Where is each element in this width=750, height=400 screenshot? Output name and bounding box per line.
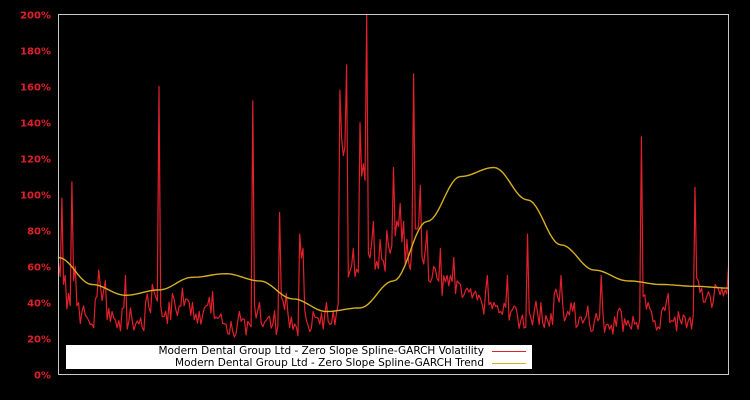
y-tick-label: 20% bbox=[27, 335, 51, 346]
y-tick-label: 200% bbox=[20, 11, 51, 22]
y-tick-label: 100% bbox=[20, 191, 51, 202]
plot-frame bbox=[58, 14, 729, 375]
legend-label-volatility: Modern Dental Group Ltd - Zero Slope Spl… bbox=[158, 345, 484, 357]
legend-swatch-volatility bbox=[492, 350, 526, 352]
volatility-line bbox=[57, 13, 730, 338]
y-tick-label: 160% bbox=[20, 83, 51, 94]
legend-item-trend: Modern Dental Group Ltd - Zero Slope Spl… bbox=[175, 357, 526, 369]
legend-item-volatility: Modern Dental Group Ltd - Zero Slope Spl… bbox=[158, 345, 526, 357]
legend-swatch-trend bbox=[492, 362, 526, 364]
plot-area bbox=[57, 13, 730, 338]
y-tick-label: 180% bbox=[20, 47, 51, 58]
legend-label-trend: Modern Dental Group Ltd - Zero Slope Spl… bbox=[175, 357, 484, 369]
chart-legend: Modern Dental Group Ltd - Zero Slope Spl… bbox=[66, 345, 532, 369]
y-tick-label: 60% bbox=[27, 263, 51, 274]
y-tick-label: 80% bbox=[27, 227, 51, 238]
y-tick-label: 0% bbox=[34, 371, 51, 382]
trend-line bbox=[58, 166, 729, 313]
y-tick-label: 120% bbox=[20, 155, 51, 166]
y-axis-ticks: 0% 20% 40% 60% 80% 100% 120% 140% 160% 180% 200% bbox=[20, 11, 51, 382]
y-tick-label: 140% bbox=[20, 119, 51, 130]
y-tick-label: 40% bbox=[27, 299, 51, 310]
